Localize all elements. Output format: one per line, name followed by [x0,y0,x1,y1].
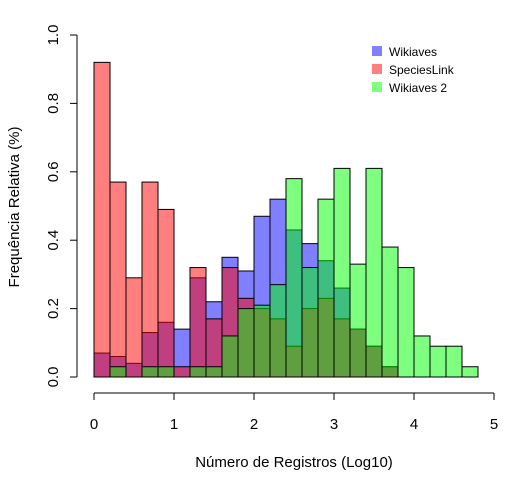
legend-label: Wikiaves 2 [389,81,447,95]
x-tick-label: 3 [330,416,338,433]
bar [365,167,383,378]
x-tick-label: 1 [170,416,178,433]
x-tick-label: 2 [250,416,258,433]
x-tick-label: 5 [490,416,498,433]
legend-swatch [372,46,382,56]
bar [221,335,239,378]
bar [317,198,335,378]
bar [253,304,271,378]
bar [333,167,351,378]
bar [205,366,223,378]
x-tick-label: 4 [410,416,418,433]
legend-label: Wikiaves [389,45,437,59]
bar [93,61,111,378]
y-tick-label: 1.0 [45,25,62,46]
bar [173,366,191,378]
bar [125,277,143,378]
legend: Wikiaves SpeciesLink Wikiaves 2 [372,45,455,95]
series-2 [109,167,479,378]
y-tick-label: 0.2 [45,298,62,319]
y-tick-label: 0.4 [45,230,62,251]
legend-swatch [372,64,382,74]
bar [381,246,399,378]
bar [109,181,127,378]
bar [109,366,127,378]
bar [189,366,207,378]
legend-label: SpeciesLink [389,63,455,77]
bar [237,308,255,378]
bar [413,335,431,378]
x-tick-label: 0 [90,416,98,433]
bar [269,284,287,378]
bar [397,267,415,378]
legend-swatch [372,82,382,92]
axes-layer: 0 1 2 3 4 5 0.0 0.2 0.4 0.6 0.8 1.0 [45,25,498,433]
bars-layer [93,61,479,378]
bar [141,366,159,378]
bar [285,178,303,378]
bar [445,345,463,378]
y-tick-label: 0.6 [45,161,62,182]
y-tick-label: 0.0 [45,367,62,388]
bar [461,366,479,378]
bar [429,345,447,378]
bar [301,267,319,378]
bar [157,366,175,378]
y-tick-label: 0.8 [45,93,62,114]
bar [141,181,159,378]
bar [189,267,207,378]
bar [349,263,367,378]
y-axis-title: Frequência Relativa (%) [6,127,23,288]
bar [157,208,175,378]
x-axis-title: Número de Registros (Log10) [195,454,393,471]
